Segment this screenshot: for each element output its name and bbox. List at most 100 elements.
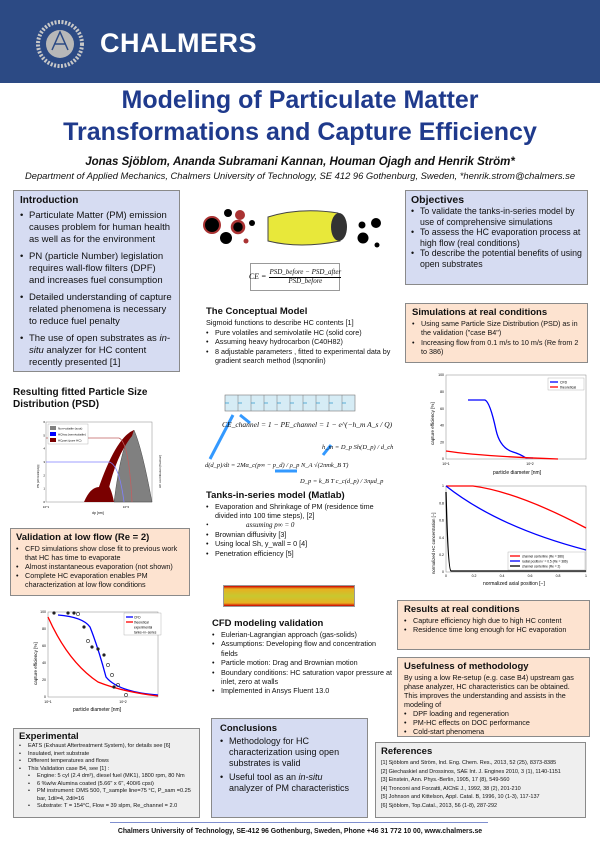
equation-diffusivity: D_p = k_B T c_c(d_p) / 3πμd_p [300, 478, 384, 485]
legend-item: channel centerline (Re = 386) [522, 555, 564, 559]
conclusion-item: Methodology for HC characterization usin… [220, 736, 359, 769]
conceptual-intro: Sigmoid functions to describe HC content… [206, 318, 354, 327]
brand-logo: CHALMERS [100, 28, 257, 58]
results-item: Capture efficiency high due to high HC c… [404, 616, 583, 626]
y-tick-label: 20 [440, 440, 444, 444]
reference-item: [5] Johnson and Kittelson, Appl. Catal. … [381, 794, 540, 801]
experimental-subitem: PM instrument: DMS 500, T_sample line=75… [28, 788, 194, 803]
legend-soot: Non-volatile (soot) [58, 427, 82, 431]
conclusions-heading: Conclusions [220, 723, 278, 734]
reference-item: [4] Tronconi and Forzatti, AIChE J., 199… [381, 785, 521, 792]
authors: Jonas Sjöblom, Ananda Subramani Kannan, … [85, 156, 515, 168]
tanks-section: Tanks-in-series model (Matlab) Evaporati… [206, 490, 396, 558]
poster-title-line2: Transformations and Capture Efficiency [63, 118, 537, 146]
header-bar [0, 0, 600, 83]
capture-efficiency-real-chart: CFD theoretical particle diameter [nm] c… [430, 373, 587, 476]
experimental-subitem: Substrate: T = 154°C, Flow = 39 slpm, Re… [28, 803, 194, 811]
tanks-item: Penetration efficiency [5] [206, 549, 396, 559]
y-tick-label: 100 [438, 373, 444, 377]
equation-evaporation: d(d_p)/dt = 2Mα_c(p∞ − p_d) / ρ_p N_A √(… [205, 462, 349, 469]
x-tick-label: 0.8 [556, 574, 561, 578]
conclusions-box: Conclusions Methodology for HC character… [211, 718, 368, 818]
cfd-heading: CFD modeling validation [212, 618, 324, 629]
reference-item: [6] Sjöblom, Top.Catal., 2013, 56 (1-8),… [381, 802, 498, 809]
introduction-heading: Introduction [20, 195, 79, 206]
usefulness-text: By using a low Re-setup (e.g. case B4) u… [404, 673, 574, 709]
poster-title-line1: Modeling of Particulate Matter [121, 86, 479, 114]
affiliation: Department of Applied Mechanics, Chalmer… [24, 170, 576, 181]
reference-item: [3] Einstein, Ann. Phys.-Berlin, 1905, 1… [381, 777, 510, 784]
psd-heading: Resulting fitted Particle Size Distribut… [13, 387, 148, 410]
y-tick-label: 100 [40, 610, 46, 614]
footer-divider [110, 822, 488, 823]
objectives-box: Objectives To validate the tanks-in-seri… [405, 190, 588, 285]
intro-item: Detailed understanding of capture relate… [20, 292, 173, 328]
cfd-item: Implemented in Ansys Fluent 13.0 [212, 686, 394, 696]
x-tick-label: 0.4 [500, 574, 505, 578]
references-box: References [1] Sjöblom and Ström, Ind. E… [375, 742, 586, 818]
x-tick-label: 0.6 [528, 574, 533, 578]
capture-efficiency-formula: CE = PSD_before − PSD_after PSD_before [249, 263, 342, 291]
tanks-item: Using local Sh, y_wall = 0 [4] [206, 539, 396, 549]
objectives-heading: Objectives [411, 194, 465, 206]
usefulness-box: Usefulness of methodology By using a low… [397, 657, 590, 737]
experimental-item: Insulated, inert substrate [19, 751, 194, 759]
y-tick-label: 1 [43, 487, 45, 491]
assumption-note: assuming p∞ = 0 [206, 521, 396, 530]
x-tick-label: 10^2 [123, 505, 130, 509]
x-tick-label: 10^1 [442, 462, 450, 466]
legend-item: CFD [134, 616, 141, 620]
experimental-item: EATS (Exhaust Aftertreatment System), fo… [19, 743, 194, 751]
usefulness-heading: Usefulness of methodology [404, 661, 529, 672]
reference-item: [1] Sjöblom and Ström, Ind. Eng. Chem. R… [381, 760, 557, 766]
y-tick-label: 0.2 [439, 553, 444, 557]
conclusion-item: Useful tool as an in-situ analyzer of PM… [220, 772, 359, 794]
validation-item: CFD simulations show close fit to previo… [16, 544, 184, 562]
y-tick-label: 2 [43, 473, 45, 477]
validation-box: Validation at low flow (Re = 2) CFD simu… [10, 528, 190, 596]
equation-hm: h_m = D_p Sh(D_p) / d_ch [322, 444, 394, 451]
experimental-subitem: Engine: 5 cyl (2.4 dm³), diesel fuel (MK… [28, 773, 194, 781]
cfd-item: Eulerian-Lagrangian approach (gas-solids… [212, 630, 394, 640]
intro-item: Particulate Matter (PM) emission causes … [20, 210, 173, 246]
experimental-box: Experimental EATS (Exhaust Aftertreatmen… [13, 728, 200, 818]
y-tick-label: 0.4 [439, 536, 444, 540]
y-tick-label: 40 [42, 661, 46, 665]
validation-item: Almost instantaneous evaporation (not sh… [16, 562, 184, 571]
x-tick-label: 1 [585, 574, 587, 578]
simulations-box: Simulations at real conditions Using sam… [405, 303, 588, 363]
particle-filter-illustration [203, 209, 381, 248]
chart-xlabel: particle diameter [nm] [73, 707, 122, 713]
y-tick-label: 0.8 [439, 501, 444, 505]
legend-item: channel centerline (Re = 2) [522, 565, 560, 569]
chart-ylabel: capture efficiency [%] [430, 402, 435, 445]
objective-item: To describe the potential benefits of us… [411, 248, 582, 269]
usefulness-item: PM-HC effects on DOC performance [404, 718, 583, 727]
conceptual-item: 8 adjustable parameters , fitted to expe… [206, 347, 396, 366]
introduction-box: Introduction Particulate Matter (PM) emi… [13, 190, 180, 372]
x-tick-label: 10^1 [44, 700, 52, 704]
y-tick-label: 60 [42, 644, 46, 648]
equation-ce-channel: CE_channel = 1 − PE_channel = 1 − e^(−h_… [222, 420, 393, 429]
legend-item: theoretical [134, 621, 149, 625]
y-tick-label: 20 [42, 678, 46, 682]
y-tick-label: 0 [442, 457, 444, 461]
chalmers-seal-icon [36, 20, 84, 68]
conceptual-item: Pure volatiles and semivolatile HC (soli… [206, 328, 396, 338]
y-tick-label: 3 [43, 460, 45, 464]
capture-efficiency-low-chart: CFD theoretical experimental tanks−in−se… [33, 610, 162, 713]
tanks-item: Brownian diffusivity [3] [206, 530, 396, 540]
y-tick-label: 0.6 [439, 519, 444, 523]
objective-item: To assess the HC evaporation process at … [411, 227, 582, 248]
legend-item: experimental [134, 626, 153, 630]
legend-hcfrac: HCfrac (semivolatile) [58, 433, 86, 437]
results-heading: Results at real conditions [404, 604, 520, 615]
tanks-heading: Tanks-in-series model (Matlab) [206, 490, 345, 501]
x-tick-label: 10^2 [119, 700, 127, 704]
legend-theoretical: theoretical [560, 386, 576, 390]
y-tick-label: 80 [42, 627, 46, 631]
footer-contact: Chalmers University of Technology, SE-41… [117, 828, 483, 835]
x-tick-label: 10^2 [526, 462, 534, 466]
psd-xlabel: dp [nm] [92, 511, 104, 515]
simulation-item: Using same Particle Size Distribution (P… [412, 319, 581, 338]
